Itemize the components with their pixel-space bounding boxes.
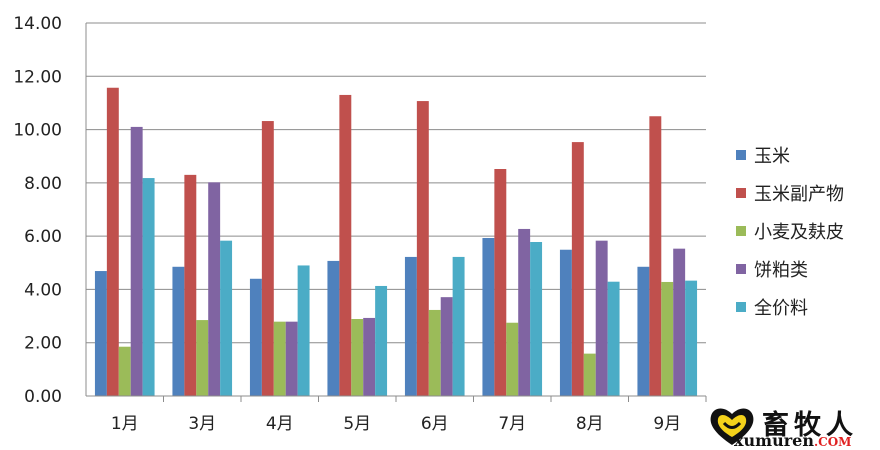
legend-item: 玉米 [736,136,844,174]
logo-domain: xumuren.COM [734,431,851,450]
bar [208,182,221,396]
legend-label: 玉米副产物 [754,184,844,205]
bar [559,249,572,396]
legend-swatch [736,264,746,274]
y-tick-label: 14.00 [13,14,62,34]
x-tick-label: 7月 [498,414,526,434]
bar [184,174,197,396]
legend-swatch [736,302,746,312]
bar [428,309,441,396]
y-tick-label: 4.00 [24,280,62,300]
bar [106,87,119,397]
axes [85,23,707,402]
bar [172,266,185,396]
y-tick-label: 12.00 [13,67,62,87]
y-tick-label: 10.00 [13,121,62,141]
bar [661,281,674,396]
y-tick-label: 8.00 [24,174,62,194]
bar [482,238,495,396]
bar [530,242,543,396]
x-tick-label: 3月 [188,414,216,434]
x-tick-label: 9月 [653,414,681,434]
bar [196,320,209,396]
bar [285,321,298,396]
x-tick-label: 4月 [266,414,294,434]
bar [637,266,650,396]
bar [130,126,143,397]
y-tick-label: 2.00 [24,334,62,354]
legend-swatch [736,150,746,160]
bar [452,256,465,396]
x-tick-labels: 1月 3月 4月 5月 6月 7月 8月 9月 [111,414,681,434]
legend-item: 全价料 [736,288,844,326]
watermark-logo: 畜牧人 xumuren.COM [704,403,874,450]
y-tick-label: 0.00 [24,387,62,407]
logo-name: 畜牧人 [762,410,858,441]
bar [595,240,608,396]
legend-swatch [736,226,746,236]
legend-item: 小麦及麸皮 [736,212,844,250]
bar [118,346,131,396]
bar [220,240,233,396]
bar [261,121,274,396]
bar [673,248,686,396]
bar [685,280,698,396]
bar [404,256,417,396]
x-tick-label: 8月 [576,414,604,434]
bar [273,321,286,396]
bar [416,101,429,396]
bar [142,178,155,396]
legend-swatch [736,188,746,198]
legend-label: 全价料 [754,298,808,319]
y-tick-labels: 0.00 2.00 4.00 6.00 8.00 10.00 12.00 14.00 [13,14,62,407]
x-tick-label: 1月 [111,414,139,434]
bar [518,228,531,396]
bar [506,322,519,396]
bar [363,317,376,396]
bar [375,285,388,396]
bar [249,278,262,396]
bar [494,169,507,396]
bars [94,87,698,397]
bar [297,265,310,396]
bar [94,271,107,396]
legend-item: 饼粕类 [736,250,844,288]
heart-logo-icon [710,408,754,445]
x-tick-label: 5月 [343,414,371,434]
bar [351,319,364,396]
bar [649,116,662,396]
legend-label: 玉米 [754,146,790,167]
bar [327,260,340,396]
x-tick-label: 6月 [421,414,449,434]
legend-label: 小麦及麸皮 [754,222,844,243]
logo-domain-name: xumuren [734,431,814,450]
legend-label: 饼粕类 [754,260,808,281]
y-tick-label: 6.00 [24,227,62,247]
bar [583,353,596,396]
bar [607,281,620,396]
bar [339,94,352,396]
legend: 玉米玉米副产物小麦及麸皮饼粕类全价料 [736,136,844,326]
bar [571,142,584,396]
bar [440,297,453,396]
legend-item: 玉米副产物 [736,174,844,212]
logo-domain-tld: .COM [813,435,852,449]
